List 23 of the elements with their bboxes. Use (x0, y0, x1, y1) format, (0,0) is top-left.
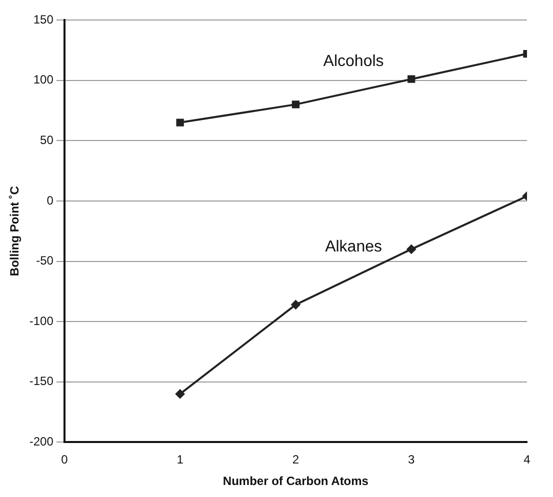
point (292, 100, 300, 108)
y-tick-label: 0 (46, 193, 54, 208)
point (176, 118, 184, 126)
y-tick-label: 150 (33, 12, 54, 26)
point (176, 389, 185, 398)
y-axis-title: Bolling Point ˚C (8, 186, 22, 276)
y-tick-label: -150 (29, 374, 54, 388)
series-label: Alkanes (325, 238, 382, 256)
y-tick-label: -50 (36, 254, 54, 268)
series-label: Alcohols (323, 53, 384, 70)
x-tick-label: 2 (292, 452, 300, 467)
y-tick-label: 100 (33, 72, 54, 87)
x-tick-label: 0 (61, 452, 68, 467)
y-tick-label: -100 (29, 314, 54, 328)
y-tick-label: 50 (40, 132, 54, 147)
point (291, 300, 300, 310)
point (408, 75, 416, 83)
x-tick-label: 3 (408, 452, 416, 467)
x-tick-label: 1 (176, 452, 184, 467)
x-tick-label: 4 (524, 452, 531, 467)
y-tick-label: -200 (29, 434, 54, 449)
point (406, 244, 416, 254)
x-axis-title: Number of Carbon Atoms (222, 474, 369, 488)
